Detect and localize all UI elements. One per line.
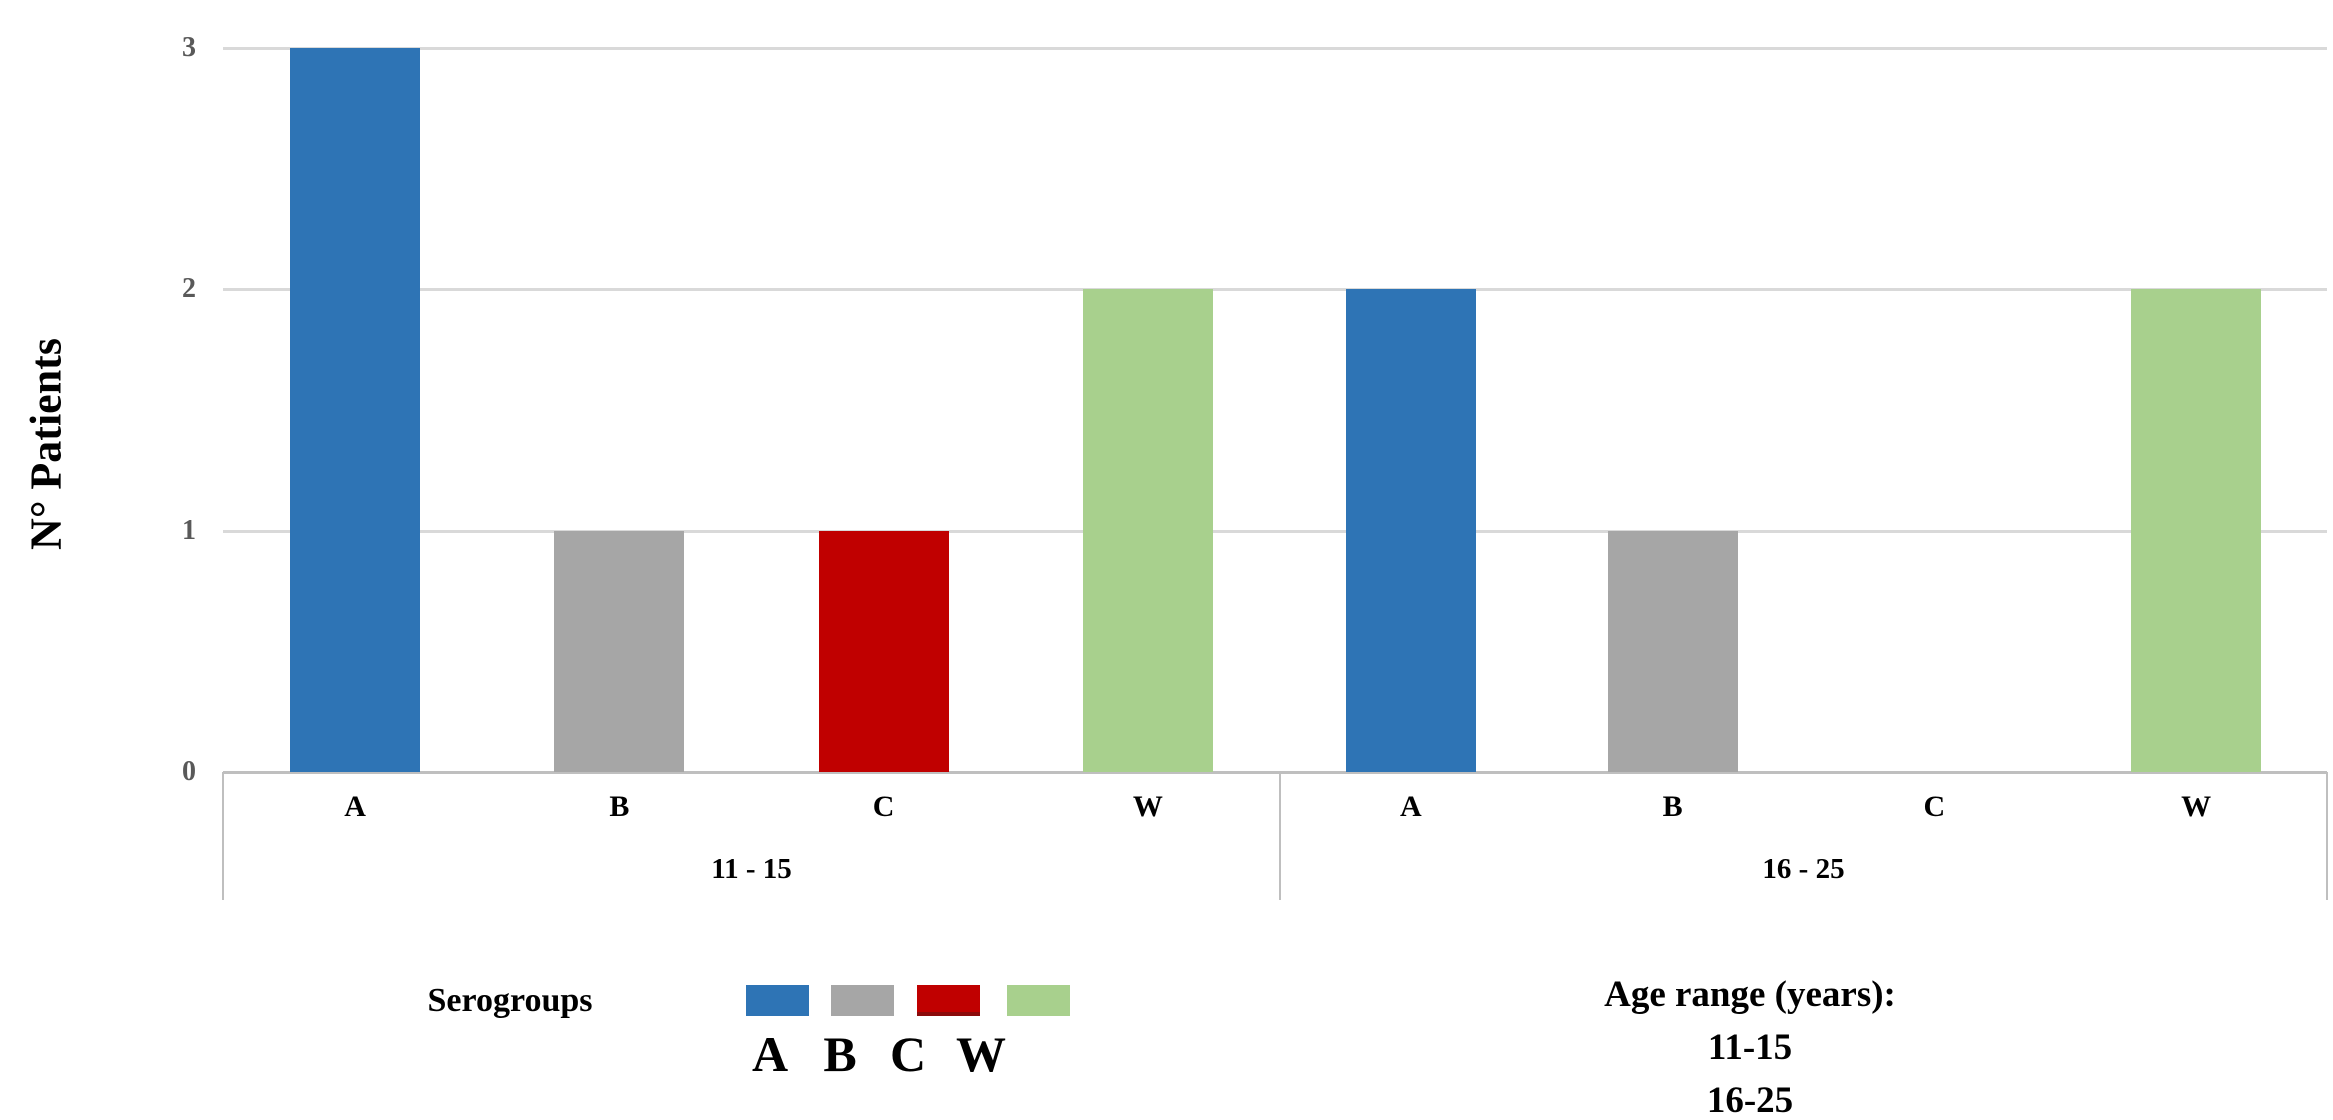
category-label-0-A: A [344, 790, 366, 823]
gridline-y3 [223, 47, 2327, 51]
y-tick-label: 1 [182, 514, 196, 546]
category-frame-line-2 [2326, 772, 2328, 900]
legend-label-a: A [751, 1026, 789, 1082]
y-tick-label: 3 [182, 32, 196, 64]
category-label-1-C: C [1923, 790, 1946, 823]
bar-group1-B [1607, 530, 1738, 772]
y-tick-label: 2 [182, 273, 196, 305]
category-frame-line-0 [222, 772, 224, 900]
legend-swatch-b [831, 985, 894, 1016]
y-tick-label: 0 [182, 756, 196, 787]
category-frame-line-1 [1279, 772, 1281, 900]
bar-group1-W [2131, 289, 2262, 772]
x-axis-line [223, 771, 2327, 774]
group-label-0: 11 - 15 [711, 853, 792, 885]
age-range-annotation: Age range (years): 11-15 16-25 [1604, 968, 1896, 1120]
y-axis-title: N° Patients [21, 338, 71, 550]
legend-label-w: W [956, 1026, 1006, 1082]
category-label-1-W: W [2181, 790, 2212, 823]
legend-swatch-w [1007, 985, 1070, 1016]
legend-title: Serogroups [427, 982, 593, 1019]
gridline-y2 [223, 288, 2327, 292]
category-label-0-C: C [872, 790, 895, 823]
age-range-value-2: 16-25 [1706, 1080, 1794, 1120]
bar-group0-W [1082, 289, 1213, 772]
legend-label-b: B [823, 1026, 857, 1082]
legend-label-c: C [889, 1026, 927, 1082]
category-label-0-W: W [1132, 790, 1163, 823]
age-range-value-1: 11-15 [1707, 1027, 1793, 1068]
age-range-title: Age range (years): [1604, 974, 1896, 1015]
category-label-1-A: A [1400, 790, 1422, 823]
gridline-y1 [223, 529, 2327, 533]
legend-swatch-c [917, 985, 980, 1016]
bar-group0-A [290, 48, 421, 772]
group-label-1: 16 - 25 [1762, 853, 1845, 885]
bar-group0-B [554, 530, 685, 772]
legend-swatch-a [746, 985, 809, 1016]
category-label-0-B: B [609, 790, 630, 823]
category-label-1-B: B [1662, 790, 1683, 823]
bar-group0-C [818, 530, 949, 772]
bar-group1-A [1345, 289, 1476, 772]
